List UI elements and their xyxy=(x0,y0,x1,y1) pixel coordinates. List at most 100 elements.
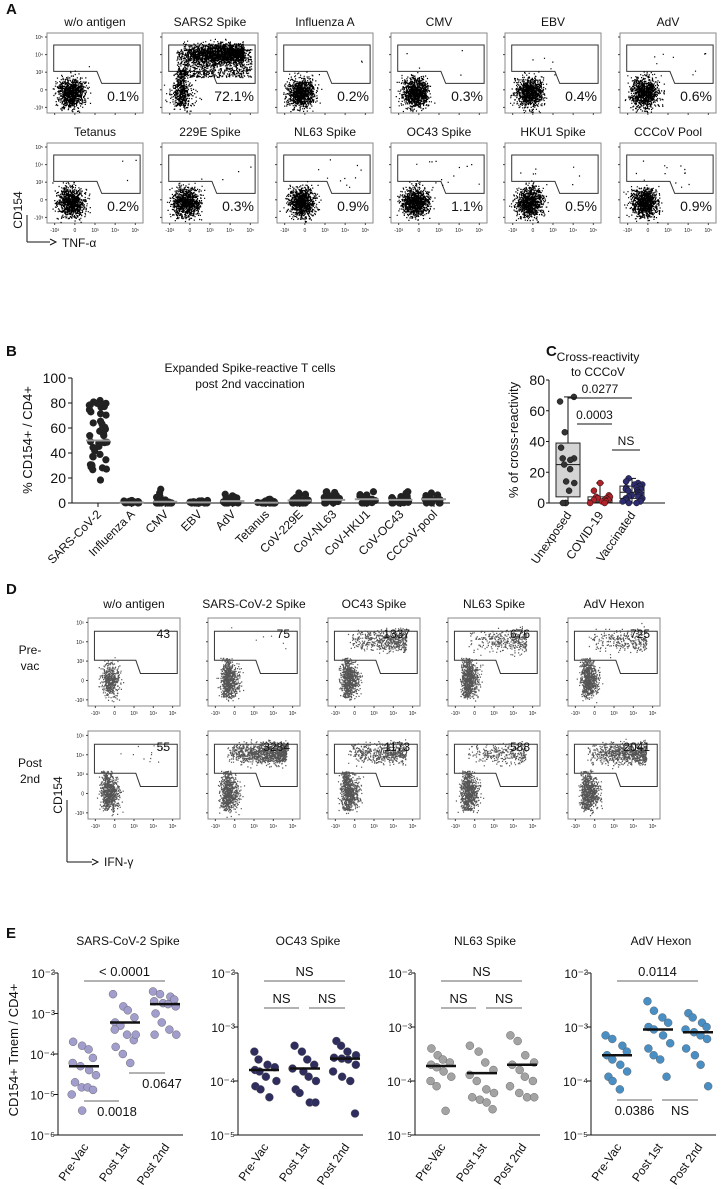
data-point xyxy=(148,987,158,996)
x-tick-label: EBV xyxy=(178,507,205,534)
flow-plot-title: SARS-CoV-2 Spike xyxy=(202,597,306,611)
x-tick-label: -10³ xyxy=(571,711,580,717)
y-tick-label: 10³ xyxy=(36,70,44,76)
x-tick-label: 10³ xyxy=(206,228,214,234)
x-tick-label: 10⁴ xyxy=(111,228,119,234)
p-value-label: NS xyxy=(671,1103,689,1118)
gate xyxy=(453,743,538,787)
data-point xyxy=(301,490,309,498)
data-point xyxy=(643,997,652,1006)
data-point xyxy=(441,1106,450,1116)
y-tick-label: 10⁻⁴ xyxy=(563,1075,588,1089)
event-dots xyxy=(98,657,125,703)
data-point xyxy=(530,1093,539,1102)
y-tick-label: 10⁻³ xyxy=(211,1021,235,1035)
data-point xyxy=(616,1060,625,1069)
x-tick-label: AdV xyxy=(213,507,239,533)
data-point xyxy=(84,1045,93,1054)
gate-percent: 0.4% xyxy=(565,88,597,104)
x-tick-label: -10³ xyxy=(165,228,174,234)
y-tick-label: 10⁻² xyxy=(388,967,412,981)
data-point xyxy=(559,455,566,462)
data-point xyxy=(102,411,110,419)
data-point xyxy=(586,499,594,507)
gate xyxy=(333,743,418,787)
event-count: 55 xyxy=(157,740,171,754)
event-dots xyxy=(279,159,362,223)
data-point xyxy=(665,1039,675,1048)
data-point xyxy=(515,1065,524,1075)
flow-plot-title: NL63 Spike xyxy=(294,125,356,139)
x-tick-label: 0 xyxy=(353,824,356,830)
chart-title: Cross-reactivity xyxy=(557,350,640,364)
y-tick-label: 10⁻⁴ xyxy=(210,1075,235,1089)
x-tick-label: 10⁵ xyxy=(704,228,712,234)
x-tick-label: Post 2nd xyxy=(667,1141,706,1188)
x-tick-label: 10⁴ xyxy=(269,824,277,830)
gate-percent: 0.9% xyxy=(680,198,712,214)
p-value-label: 0.0018 xyxy=(97,1104,137,1119)
x-tick-label: Post 2nd xyxy=(134,1141,173,1188)
gate xyxy=(283,154,371,194)
p-value-label: 0.0647 xyxy=(142,1076,182,1091)
x-tick-label: Post 1st xyxy=(96,1140,133,1184)
flow-plot-A xyxy=(160,32,259,115)
event-dots xyxy=(395,50,463,113)
event-dots xyxy=(52,66,92,113)
x-tick-label: 10³ xyxy=(549,228,557,234)
data-point xyxy=(89,419,97,427)
x-tick-label: 10⁴ xyxy=(226,228,234,234)
event-dots xyxy=(624,53,707,114)
y-tick-label: 10³ xyxy=(77,659,85,665)
data-point xyxy=(324,491,332,499)
data-point xyxy=(560,461,568,468)
data-point xyxy=(447,1072,456,1081)
x-tick-label: 0 xyxy=(303,228,306,234)
event-dots xyxy=(576,622,648,704)
panel-label-C: C xyxy=(546,343,557,360)
event-count: 43 xyxy=(157,627,171,641)
y-tick-label: 10⁻³ xyxy=(564,1021,588,1035)
data-point xyxy=(290,1041,299,1050)
x-tick-label: 10⁴ xyxy=(341,228,349,234)
arrow-head-icon xyxy=(49,238,58,246)
y-tick-label: 0 xyxy=(537,495,545,511)
y-tick-label: 10⁻² xyxy=(31,967,55,981)
data-point xyxy=(625,499,633,507)
row-label: Pre- xyxy=(19,643,42,657)
flow-plot-A xyxy=(389,142,488,225)
data-point xyxy=(561,429,569,436)
data-point xyxy=(157,1018,166,1027)
data-point xyxy=(468,1093,477,1102)
data-point xyxy=(96,450,104,458)
data-point xyxy=(303,1055,312,1064)
data-point xyxy=(472,1076,481,1086)
y-tick-label: 10⁵ xyxy=(76,620,84,626)
y-tick-label: 10⁴ xyxy=(35,163,43,169)
y-tick-label: 10⁻⁴ xyxy=(387,1075,412,1089)
data-point xyxy=(649,1051,658,1060)
data-point xyxy=(655,1055,665,1064)
flow-plot-title: CMV xyxy=(426,15,453,29)
event-dots xyxy=(459,626,528,702)
gate-percent: 0.3% xyxy=(451,88,483,104)
y-tick-label: 10⁻⁶ xyxy=(30,1129,55,1143)
flow-plot-title: OC43 Spike xyxy=(342,597,407,611)
data-point xyxy=(337,1072,347,1081)
x-tick-label: 0 xyxy=(531,228,534,234)
flow-plot-A xyxy=(275,142,374,225)
x-tick-label: 10⁵ xyxy=(529,711,537,717)
data-point xyxy=(263,1060,272,1069)
data-point xyxy=(690,1051,700,1060)
x-tick-label: 10⁵ xyxy=(475,228,483,234)
data-point xyxy=(556,398,564,405)
x-tick-label: 10⁴ xyxy=(269,711,277,717)
flow-plot-D xyxy=(566,617,661,708)
x-tick-label: Pre-Vac xyxy=(589,1141,625,1184)
data-point xyxy=(590,487,598,494)
y-tick-label: 10⁻⁵ xyxy=(563,1129,588,1143)
data-point xyxy=(297,1047,307,1056)
x-tick-label: Post 1st xyxy=(276,1140,313,1184)
y-tick-label: 0 xyxy=(58,495,66,511)
